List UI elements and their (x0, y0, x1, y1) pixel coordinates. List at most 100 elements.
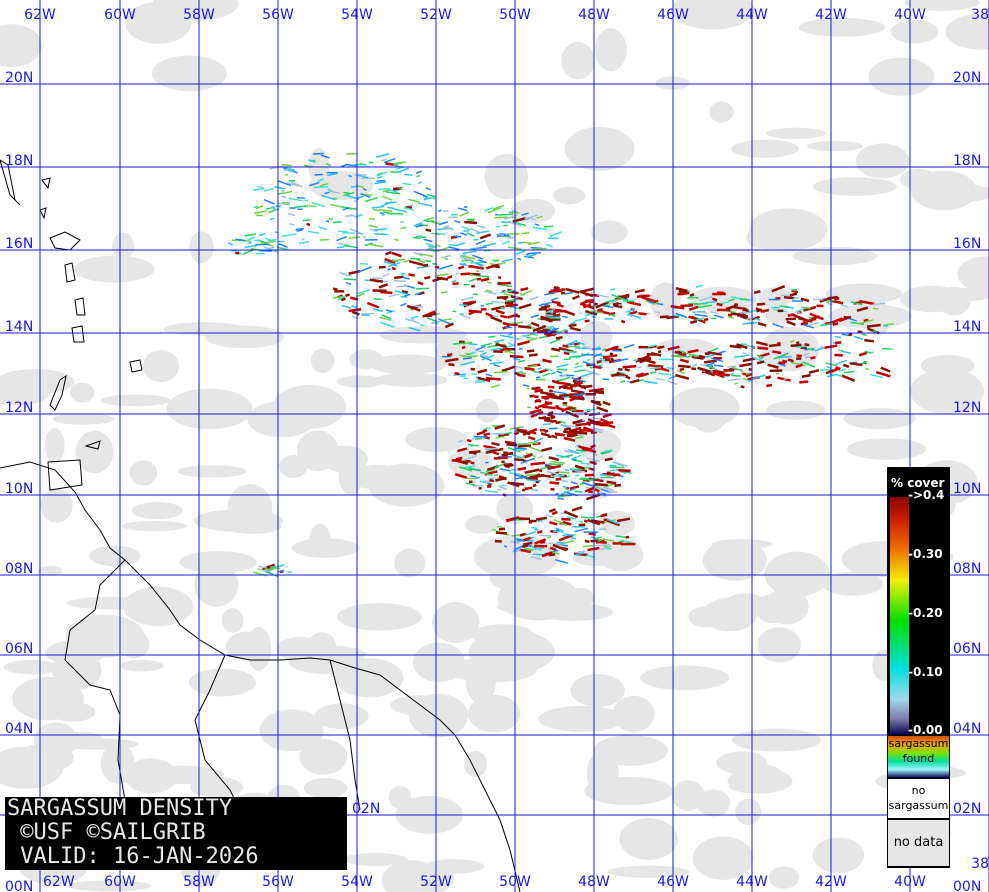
sargassum-low-density (593, 352, 603, 358)
longitude-label-bottom: 56W (262, 874, 294, 890)
sargassum-high-density (687, 348, 699, 354)
sargassum-low-density (559, 540, 574, 546)
sargassum-low-density (372, 208, 380, 212)
no-data-patch (66, 880, 152, 892)
sargassum-low-density (332, 295, 345, 299)
sargassum-low-density (516, 337, 520, 341)
no-data-patch (607, 865, 690, 878)
sargassum-low-density (235, 238, 246, 242)
sargassum-high-density (504, 463, 514, 468)
longitude-label-bottom: 48W (578, 874, 610, 890)
sargassum-high-density (551, 300, 561, 305)
sargassum-low-density (381, 158, 388, 162)
no-data-patch (0, 24, 42, 68)
sargassum-high-density (548, 456, 560, 462)
sargassum-high-density (574, 464, 586, 470)
sargassum-low-density (358, 266, 372, 273)
sargassum-low-density (525, 530, 537, 536)
sargassum-high-density (864, 338, 875, 343)
sargassum-high-density (805, 317, 817, 323)
sargassum-high-density (550, 415, 556, 420)
sargassum-high-density (516, 428, 531, 436)
sargassum-high-density (614, 483, 622, 488)
sargassum-high-density (546, 318, 561, 322)
no-data-patch (303, 778, 348, 799)
sargassum-low-density (332, 220, 342, 224)
longitude-label-bottom: 44W (736, 874, 768, 890)
sargassum-high-density (544, 396, 550, 400)
sargassum-low-density (555, 527, 564, 532)
no-data-patch (728, 778, 773, 794)
sargassum-low-density (385, 309, 393, 313)
sargassum-low-density (507, 333, 513, 336)
sargassum-low-density (244, 244, 258, 249)
sargassum-high-density (787, 358, 794, 363)
sargassum-low-density (372, 308, 383, 312)
sargassum-low-density (556, 370, 563, 374)
sargassum-high-density (834, 353, 843, 357)
sargassum-high-density (584, 539, 590, 544)
no-data-patch (44, 428, 65, 464)
no-data-patch (798, 17, 886, 37)
sargassum-low-density (601, 304, 614, 309)
sargassum-low-density (573, 364, 583, 369)
sargassum-high-density (581, 384, 593, 389)
sargassum-high-density (553, 286, 559, 290)
sargassum-high-density (571, 294, 580, 300)
sargassum-low-density (438, 264, 453, 270)
latitude-label-right: 06N (953, 641, 981, 657)
longitude-label-top: 62W (24, 7, 56, 23)
sargassum-high-density (517, 340, 530, 346)
sargassum-low-density (613, 358, 629, 363)
sargassum-low-density (713, 364, 724, 368)
sargassum-low-density (595, 543, 611, 547)
sargassum-low-density (864, 350, 872, 354)
sargassum-low-density (872, 302, 886, 306)
sargassum-high-density (583, 519, 588, 523)
sargassum-high-density (606, 480, 617, 485)
sargassum-low-density (437, 209, 442, 213)
sargassum-low-density (530, 326, 536, 330)
longitude-label-bottom: 40W (894, 874, 926, 890)
no-data-patch (247, 401, 317, 438)
sargassum-high-density (680, 291, 690, 296)
sargassum-low-density (290, 181, 303, 188)
no-data-patch (765, 400, 826, 420)
legend-header: % cover (891, 476, 945, 490)
sargassum-low-density (520, 232, 530, 235)
sargassum-low-density (756, 354, 764, 359)
sargassum-high-density (572, 379, 577, 384)
sargassum-low-density (376, 179, 386, 182)
sargassum-low-density (462, 250, 477, 255)
sargassum-low-density (437, 228, 447, 231)
sargassum-low-density (330, 203, 343, 208)
sargassum-low-density (510, 321, 524, 325)
sargassum-low-density (549, 550, 560, 555)
no-data-patch (692, 836, 754, 880)
no-data-patch (52, 413, 114, 425)
sargassum-high-density (767, 363, 779, 369)
sargassum-high-density (857, 330, 863, 334)
no-data-patch (369, 354, 447, 375)
sargassum-low-density (593, 536, 602, 540)
sargassum-low-density (483, 290, 497, 295)
sargassum-high-density (519, 548, 532, 554)
sargassum-low-density (318, 226, 328, 231)
sargassum-low-density (462, 357, 472, 360)
sargassum-low-density (384, 201, 397, 205)
sargassum-low-density (589, 310, 604, 314)
no-data-patch (349, 464, 405, 490)
sargassum-low-density (459, 262, 468, 267)
sargassum-low-density (742, 351, 747, 355)
sargassum-high-density (348, 308, 362, 313)
sargassum-low-density (287, 213, 296, 217)
longitude-label-bottom: 52W (420, 874, 452, 890)
sargassum-high-density (495, 477, 507, 482)
sargassum-high-density (596, 406, 609, 413)
latitude-label-right: 20N (953, 70, 981, 86)
sargassum-low-density (515, 476, 527, 480)
sargassum-high-density (542, 358, 552, 364)
latitude-label-left: 18N (5, 153, 33, 169)
sargassum-low-density (536, 215, 543, 219)
sargassum-low-density (596, 486, 601, 489)
